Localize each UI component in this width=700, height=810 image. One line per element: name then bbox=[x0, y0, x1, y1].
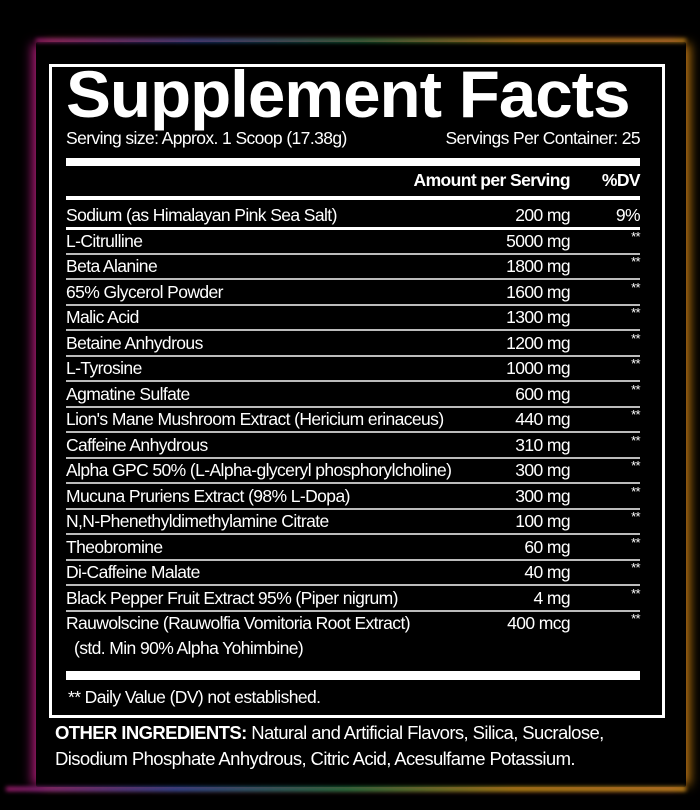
footnote: ** Daily Value (DV) not established. bbox=[68, 687, 321, 707]
ingredient-amount: 400 mcg bbox=[507, 613, 571, 633]
row-divider bbox=[66, 354, 640, 357]
row-divider bbox=[66, 227, 640, 230]
ingredient-dv: ** bbox=[631, 432, 641, 448]
row-divider bbox=[66, 380, 640, 382]
ingredient-name: L-Tyrosine bbox=[66, 358, 142, 378]
ingredient-dv: ** bbox=[631, 458, 641, 473]
ingredient-dv: ** bbox=[631, 381, 641, 397]
ingredient-dv: ** bbox=[631, 534, 641, 550]
ingredient-name: Lion's Mane Mushroom Extract (Hericium e… bbox=[66, 409, 444, 429]
ingredient-amount: 100 mg bbox=[515, 511, 570, 531]
row-divider bbox=[66, 609, 640, 612]
ingredient-amount: 440 mg bbox=[515, 409, 570, 429]
row-divider bbox=[66, 456, 640, 459]
ingredient-name: Beta Alanine bbox=[66, 256, 158, 276]
ingredient-amount: 40 mg bbox=[524, 562, 570, 582]
ingredient-dv: ** bbox=[631, 305, 641, 320]
page-title: Supplement Facts bbox=[66, 57, 631, 131]
ingredient-name: Alpha GPC 50% (L-Alpha-glyceryl phosphor… bbox=[66, 460, 452, 480]
ingredient-dv: ** bbox=[631, 611, 641, 626]
ingredient-name: Rauwolscine (Rauwolfia Vomitoria Root Ex… bbox=[66, 613, 411, 633]
divider-thick bbox=[66, 158, 640, 166]
ingredient-dv: ** bbox=[631, 254, 641, 269]
ingredient-dv: ** bbox=[631, 330, 641, 346]
ingredient-dv: ** bbox=[631, 279, 641, 295]
serving-size: Serving size: Approx. 1 Scoop (17.38g) bbox=[66, 128, 347, 148]
ingredient-amount: 5000 mg bbox=[506, 230, 571, 251]
ingredient-name: L-Citrulline bbox=[66, 230, 143, 251]
ingredient-name: Malic Acid bbox=[66, 307, 139, 327]
label-panel bbox=[36, 42, 686, 787]
divider-bottom bbox=[66, 671, 640, 680]
ingredient-dv: ** bbox=[631, 228, 641, 244]
ingredient-dv: ** bbox=[631, 407, 641, 422]
row-divider bbox=[66, 329, 640, 331]
other-ingredients-label: OTHER INGREDIENTS: bbox=[55, 722, 247, 743]
ingredient-name: Theobromine bbox=[66, 536, 163, 557]
other-ingredients: OTHER INGREDIENTS: Natural and Artificia… bbox=[55, 720, 675, 772]
ingredient-name: Sodium (as Himalayan Pink Sea Salt) bbox=[66, 205, 337, 225]
ingredient-amount: 1200 mg bbox=[506, 332, 571, 353]
row-divider bbox=[66, 252, 640, 255]
servings-per-container: Servings Per Container: 25 bbox=[445, 128, 640, 148]
header-amount: Amount per Serving bbox=[413, 170, 571, 190]
ingredient-dv: ** bbox=[631, 585, 641, 601]
row-divider bbox=[66, 405, 640, 408]
ingredient-name: Caffeine Anhydrous bbox=[66, 434, 208, 455]
ingredient-dv: ** bbox=[631, 509, 641, 524]
ingredient-amount: 1000 mg bbox=[506, 358, 571, 378]
ingredient-amount: 60 mg bbox=[524, 536, 570, 557]
ingredient-name: Black Pepper Fruit Extract 95% (Piper ni… bbox=[66, 587, 398, 608]
ingredient-dv: 9% bbox=[615, 205, 641, 225]
ingredient-amount: 300 mg bbox=[515, 460, 570, 480]
ingredient-amount: 1600 mg bbox=[506, 281, 571, 302]
divider-header bbox=[66, 196, 640, 200]
row-divider bbox=[66, 431, 640, 433]
ingredient-amount: 300 mg bbox=[515, 485, 570, 506]
ingredient-subtext: (std. Min 90% Alpha Yohimbine) bbox=[74, 638, 304, 658]
ingredient-dv: ** bbox=[631, 560, 641, 575]
ingredient-dv: ** bbox=[631, 356, 641, 371]
ingredient-amount: 1800 mg bbox=[506, 256, 571, 276]
ingredient-amount: 310 mg bbox=[515, 434, 570, 455]
ingredient-name: 65% Glycerol Powder bbox=[66, 281, 223, 302]
ingredient-amount: 600 mg bbox=[515, 383, 570, 404]
row-divider bbox=[66, 482, 640, 484]
ingredient-name: Agmatine Sulfate bbox=[66, 383, 190, 404]
row-divider bbox=[66, 584, 640, 586]
row-divider bbox=[66, 278, 640, 280]
row-divider bbox=[66, 558, 640, 561]
header-dv: %DV bbox=[601, 170, 641, 190]
row-divider bbox=[66, 533, 640, 535]
other-ingredients-text: Natural and Artificial Flavors, Silica, … bbox=[55, 722, 604, 769]
row-divider bbox=[66, 507, 640, 510]
ingredient-amount: 1300 mg bbox=[506, 307, 571, 327]
supplement-facts-box bbox=[49, 64, 665, 718]
ingredient-name: Betaine Anhydrous bbox=[66, 332, 203, 353]
ingredient-amount: 200 mg bbox=[515, 205, 570, 225]
ingredient-name: Mucuna Pruriens Extract (98% L-Dopa) bbox=[66, 485, 350, 506]
ingredient-amount: 4 mg bbox=[533, 587, 570, 608]
row-divider bbox=[66, 303, 640, 306]
ingredient-dv: ** bbox=[631, 483, 641, 499]
ingredient-name: Di-Caffeine Malate bbox=[66, 562, 200, 582]
ingredient-name: N,N-Phenethyldimethylamine Citrate bbox=[66, 511, 329, 531]
